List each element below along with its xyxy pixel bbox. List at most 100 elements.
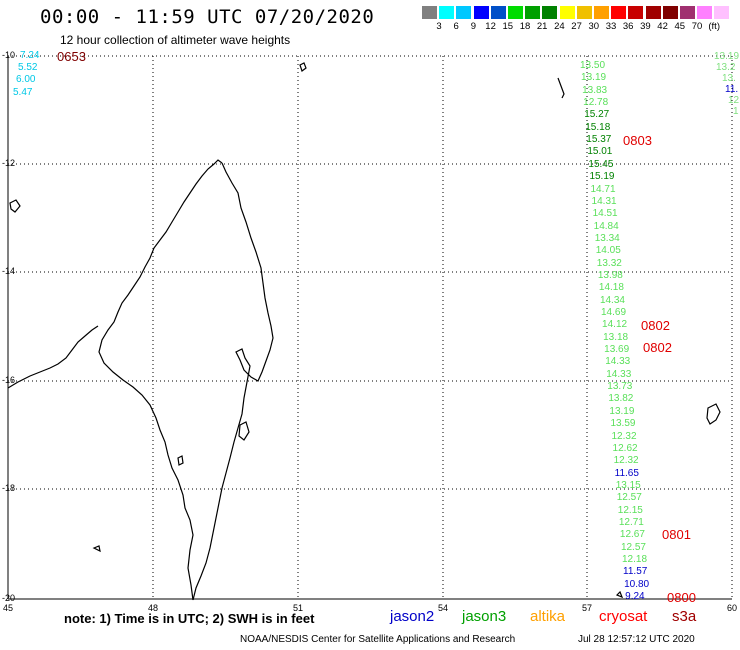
longitude-label: 45 (3, 603, 14, 613)
wave-height-value: 13.18 (603, 331, 629, 343)
island-3 (706, 403, 721, 425)
madagascar-west-coast (98, 159, 223, 601)
left-track-time: 0653 (57, 49, 86, 64)
scale-label: 24 (554, 21, 565, 32)
wave-height-value: 14.34 (599, 294, 625, 306)
wave-height-value: 13.98 (597, 269, 623, 281)
wave-height-value: 6.00 (16, 74, 36, 85)
island-4 (238, 421, 250, 441)
wave-height-value: 11. (725, 84, 739, 95)
wave-height-value: 15.27 (584, 109, 610, 121)
wave-height-value: 13.50 (580, 60, 606, 71)
wave-height-value: 13.19 (581, 72, 607, 84)
scale-label: (ft) (708, 21, 720, 32)
wave-height-value: 14.12 (602, 319, 628, 331)
wave-height-value: 7.24 (20, 50, 40, 61)
island-7 (92, 545, 101, 553)
wave-height-value: 14.71 (590, 183, 616, 195)
wave-height-value: 12.78 (583, 97, 609, 109)
scale-swatch (594, 6, 609, 19)
wave-height-value: 12.15 (617, 504, 643, 516)
wave-height-value: 12.32 (613, 455, 639, 467)
scale-swatch (680, 6, 695, 19)
wave-height-value: 13.15 (615, 479, 641, 491)
scale-swatch (628, 6, 644, 19)
scale-swatch (611, 6, 627, 19)
wave-height-value: 13.19 (609, 405, 635, 417)
scale-label: 42 (657, 21, 668, 32)
wave-height-value: 12.18 (622, 554, 648, 565)
scale-swatch (422, 6, 437, 19)
wave-height-value: 13.69 (604, 344, 630, 356)
longitude-label: 48 (148, 603, 159, 613)
scale-swatch (439, 6, 455, 19)
wave-height-value: 14.51 (592, 208, 618, 220)
generated-timestamp: Jul 28 12:57:12 UTC 2020 (578, 634, 695, 645)
scale-swatch (473, 6, 489, 19)
wave-height-value: 14.84 (593, 220, 619, 232)
scale-swatch (559, 6, 575, 19)
pass-time-label: 0801 (662, 527, 691, 542)
latitude-label: -18 (2, 483, 16, 493)
scale-label: 15 (502, 21, 514, 32)
scale-swatch (490, 6, 506, 19)
wave-height-value: 12.62 (612, 442, 638, 454)
wave-height-value: 12.57 (616, 492, 642, 504)
wave-height-value: 11.57 (623, 566, 648, 578)
credit-line: NOAA/NESDIS Center for Satellite Applica… (240, 634, 516, 645)
island-8 (615, 590, 624, 599)
wave-height-value: 12 (728, 95, 740, 106)
latitude-label: -14 (2, 266, 16, 276)
scale-label: 30 (588, 21, 600, 32)
latitude-label: -20 (2, 593, 16, 603)
wave-height-value: 12.71 (618, 516, 644, 528)
wave-height-value: 13.83 (582, 84, 608, 96)
wave-height-value: 13.59 (610, 418, 636, 430)
wave-height-value: 14.18 (598, 282, 624, 294)
latitude-label: -10 (2, 50, 16, 60)
scale-swatch (542, 6, 558, 19)
scale-label: 6 (453, 21, 459, 32)
scale-label: 36 (622, 21, 634, 32)
wave-height-value: 13.82 (608, 393, 634, 405)
wave-height-value: 5.47 (13, 87, 33, 98)
pass-time-label: 0802 (641, 318, 670, 333)
satellite-name: jason3 (462, 608, 507, 625)
coastline (7, 62, 721, 601)
madagascar-coastline (192, 162, 274, 601)
satellite-name: jason2 (390, 608, 435, 625)
scale-label: 39 (640, 21, 651, 32)
scale-label: 18 (519, 21, 531, 32)
wave-height-value: 12.57 (620, 541, 646, 553)
wave-height-value: 13.32 (596, 257, 622, 269)
latitude-label: -12 (2, 158, 16, 168)
wave-height-value: 13.73 (607, 381, 633, 393)
wave-height-value: 12.32 (611, 430, 637, 442)
longitude-label: 54 (438, 603, 449, 613)
scale-swatch (697, 6, 713, 19)
wave-height-value: 13.19 (714, 51, 740, 62)
island-2 (299, 62, 307, 72)
wave-height-value: 15.37 (586, 134, 612, 146)
island-6 (557, 77, 565, 99)
wave-height-value: 11.65 (614, 467, 639, 479)
africa-coastline (7, 325, 99, 389)
scale-label: 21 (536, 21, 548, 32)
wave-height-value: 14.33 (605, 356, 631, 368)
wave-height-value: 1 (733, 106, 739, 117)
scale-swatch (645, 6, 661, 19)
pass-time-label: 0800 (667, 590, 696, 605)
island-5 (177, 455, 184, 466)
scale-label: 70 (691, 21, 703, 32)
chart-subtitle: 12 hour collection of altimeter wave hei… (60, 33, 291, 47)
latitude-label: -16 (2, 375, 16, 385)
wave-height-value: 10.80 (624, 578, 650, 590)
longitude-label: 60 (727, 603, 738, 613)
wave-height-value: 9.24 (625, 591, 645, 603)
pass-time-label: 0803 (623, 133, 652, 148)
wave-height-value: 5.52 (18, 62, 38, 73)
wave-height-value: 15.45 (588, 158, 614, 170)
wave-height-value: 14.33 (606, 368, 632, 380)
wave-height-value: 12.67 (619, 529, 645, 541)
wave-height-value: 13.2 (716, 62, 736, 73)
